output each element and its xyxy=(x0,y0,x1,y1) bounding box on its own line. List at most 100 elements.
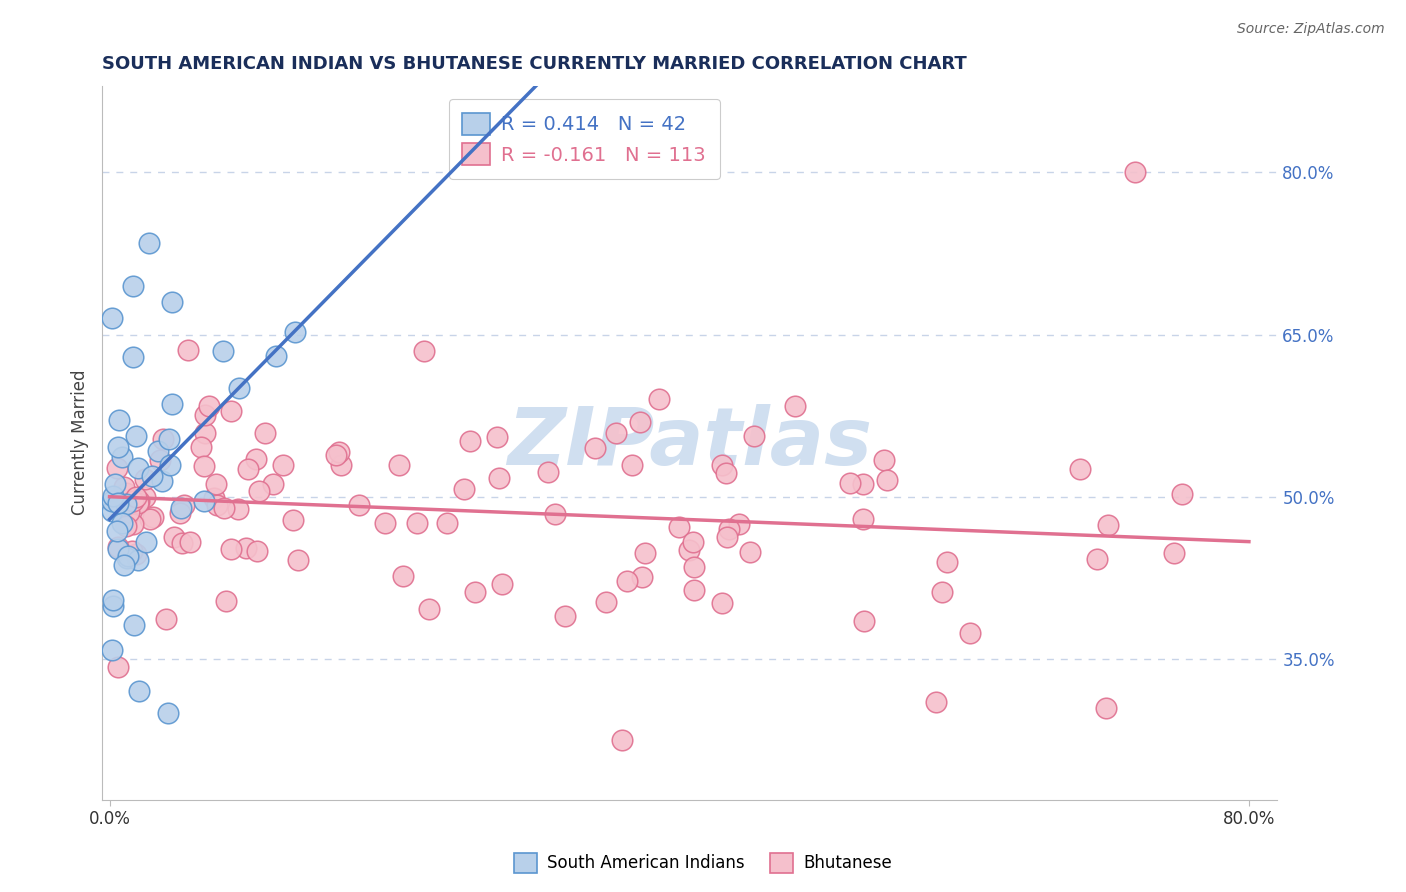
Point xyxy=(413,343,436,358)
Point xyxy=(406,516,429,530)
Point xyxy=(936,555,959,569)
Point xyxy=(105,524,128,539)
Point xyxy=(595,595,617,609)
Point xyxy=(134,472,156,486)
Point xyxy=(107,440,129,454)
Point xyxy=(194,408,217,422)
Point xyxy=(163,530,186,544)
Point xyxy=(458,434,481,449)
Point xyxy=(117,511,139,525)
Point xyxy=(536,465,558,479)
Point xyxy=(287,553,309,567)
Point xyxy=(190,440,212,454)
Point xyxy=(112,480,135,494)
Point xyxy=(374,516,396,530)
Point xyxy=(127,461,149,475)
Point xyxy=(117,551,139,566)
Point xyxy=(155,612,177,626)
Point xyxy=(127,552,149,566)
Point xyxy=(876,473,898,487)
Point xyxy=(485,430,508,444)
Point xyxy=(245,452,267,467)
Point xyxy=(111,516,134,531)
Point xyxy=(453,482,475,496)
Point xyxy=(583,441,606,455)
Point xyxy=(325,448,347,462)
Point xyxy=(263,476,285,491)
Point xyxy=(101,494,124,508)
Point xyxy=(668,520,690,534)
Point xyxy=(179,535,201,549)
Point xyxy=(647,392,669,406)
Point xyxy=(121,350,143,364)
Point xyxy=(101,311,124,326)
Point xyxy=(605,425,627,440)
Point xyxy=(103,593,125,607)
Point xyxy=(135,535,157,549)
Point xyxy=(101,503,124,517)
Point xyxy=(115,486,138,500)
Legend: South American Indians, Bhutanese: South American Indians, Bhutanese xyxy=(508,847,898,880)
Point xyxy=(554,609,576,624)
Point xyxy=(838,476,860,491)
Point xyxy=(215,593,238,607)
Point xyxy=(150,474,173,488)
Point xyxy=(101,599,124,613)
Point xyxy=(235,541,257,555)
Point xyxy=(198,399,221,413)
Point xyxy=(254,425,277,440)
Point xyxy=(1171,487,1194,501)
Point xyxy=(1123,165,1146,179)
Point xyxy=(1069,462,1091,476)
Point xyxy=(388,458,411,473)
Point xyxy=(127,496,149,510)
Point xyxy=(111,450,134,464)
Point xyxy=(284,326,307,340)
Point xyxy=(628,415,651,429)
Point xyxy=(742,429,765,443)
Point xyxy=(264,350,287,364)
Point xyxy=(193,458,215,473)
Point xyxy=(205,476,228,491)
Point xyxy=(193,494,215,508)
Text: SOUTH AMERICAN INDIAN VS BHUTANESE CURRENTLY MARRIED CORRELATION CHART: SOUTH AMERICAN INDIAN VS BHUTANESE CURRE… xyxy=(103,55,967,73)
Point xyxy=(247,483,270,498)
Point xyxy=(194,426,217,441)
Point xyxy=(1095,700,1118,714)
Point xyxy=(162,397,184,411)
Point xyxy=(110,498,132,512)
Point xyxy=(117,505,139,519)
Point xyxy=(107,660,129,674)
Point xyxy=(392,569,415,583)
Point xyxy=(157,432,180,446)
Point xyxy=(959,626,981,640)
Point xyxy=(783,400,806,414)
Legend: R = 0.414   N = 42, R = -0.161   N = 113: R = 0.414 N = 42, R = -0.161 N = 113 xyxy=(449,99,720,179)
Point xyxy=(238,461,260,475)
Point xyxy=(491,576,513,591)
Point xyxy=(931,584,953,599)
Text: Source: ZipAtlas.com: Source: ZipAtlas.com xyxy=(1237,22,1385,37)
Point xyxy=(107,496,129,510)
Point xyxy=(711,458,734,472)
Point xyxy=(152,432,174,446)
Point xyxy=(212,343,235,358)
Point xyxy=(678,543,700,558)
Point xyxy=(112,558,135,573)
Point xyxy=(330,458,353,472)
Point xyxy=(347,498,370,512)
Point xyxy=(544,507,567,521)
Point xyxy=(142,509,165,524)
Point xyxy=(219,542,242,557)
Point xyxy=(682,560,704,574)
Point xyxy=(128,494,150,508)
Point xyxy=(101,643,124,657)
Point xyxy=(115,497,138,511)
Y-axis label: Currently Married: Currently Married xyxy=(72,370,89,516)
Point xyxy=(612,733,634,747)
Point xyxy=(852,512,875,526)
Point xyxy=(170,535,193,549)
Point xyxy=(682,582,704,597)
Point xyxy=(488,471,510,485)
Point xyxy=(924,695,946,709)
